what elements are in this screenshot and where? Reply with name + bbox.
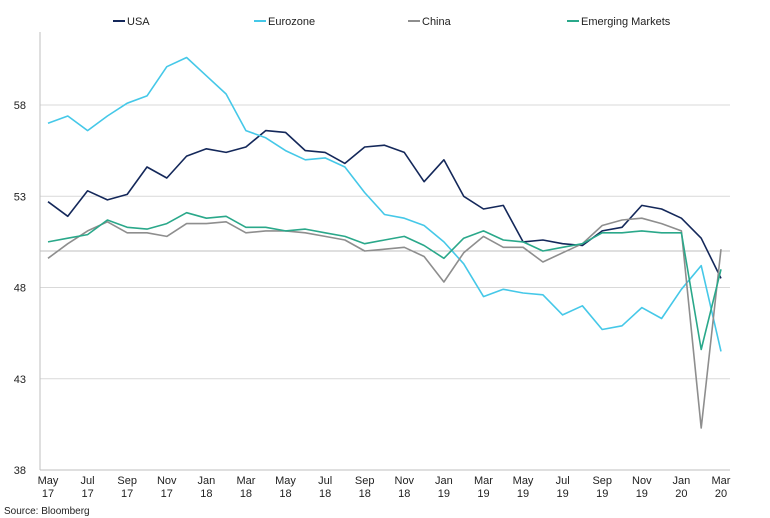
x-tick-label: Jul 19	[556, 475, 570, 500]
x-tick-label: May 18	[275, 475, 296, 500]
x-tick-label: Sep 17	[117, 475, 137, 500]
x-tick-label: Jul 18	[318, 475, 332, 500]
x-tick-label: Nov 19	[632, 475, 652, 500]
legend-label: China	[422, 16, 452, 28]
x-tick-label: May 19	[513, 475, 534, 500]
source-note: Source: Bloomberg	[4, 506, 90, 517]
x-tick-label: Jul 17	[81, 475, 95, 500]
gridlines	[40, 104, 730, 380]
series-line-usa	[47, 129, 722, 279]
x-tick-label: Jan 18	[197, 475, 215, 500]
x-tick-label: Jan 20	[673, 475, 691, 500]
x-tick-label: Nov 17	[157, 475, 177, 500]
x-tick-label: Mar 20	[712, 475, 731, 500]
y-tick-label: 43	[14, 374, 26, 386]
x-tick-label: Mar 19	[474, 475, 493, 500]
legend-label: Emerging Markets	[581, 16, 671, 28]
line-chart: USA Eurozone China Emerging Markets 38 43 48 5…	[14, 16, 731, 500]
legend: USA Eurozone China Emerging Markets	[113, 16, 671, 28]
x-tick-label: Sep 18	[355, 475, 375, 500]
axes: 38 43 48 53 58 May 17 Jul 17 Sep 17 Nov 17 Jan 18 Mar 18…	[14, 32, 731, 500]
series-line-china	[47, 217, 722, 429]
series-line-eurozone	[47, 56, 722, 352]
legend-label: Eurozone	[268, 16, 315, 28]
legend-label: USA	[127, 16, 150, 28]
y-tick-label: 48	[14, 283, 26, 295]
y-tick-label: 38	[14, 465, 26, 477]
y-tick-label: 58	[14, 100, 26, 112]
x-tick-label: Mar 18	[236, 475, 255, 500]
x-tick-label: May 17	[38, 475, 59, 500]
series-line-emerging-markets	[47, 211, 722, 351]
y-tick-label: 53	[14, 191, 26, 203]
x-tick-label: Nov 18	[395, 475, 415, 500]
series-lines	[47, 56, 722, 429]
x-tick-label: Jan 19	[435, 475, 453, 500]
x-tick-label: Sep 19	[592, 475, 612, 500]
